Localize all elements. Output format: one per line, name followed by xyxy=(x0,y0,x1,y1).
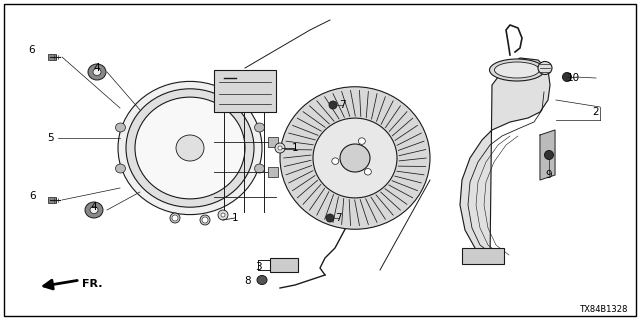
Ellipse shape xyxy=(90,206,98,213)
Text: 3: 3 xyxy=(255,262,261,272)
Text: 6: 6 xyxy=(29,191,36,201)
Ellipse shape xyxy=(115,164,125,173)
Circle shape xyxy=(275,143,285,153)
Text: 5: 5 xyxy=(47,133,53,143)
Text: 6: 6 xyxy=(29,45,35,55)
Text: 7: 7 xyxy=(335,213,341,223)
Ellipse shape xyxy=(126,89,254,207)
Bar xyxy=(214,70,276,112)
Bar xyxy=(48,54,56,60)
Text: 4: 4 xyxy=(91,202,97,212)
Text: 1: 1 xyxy=(232,213,238,223)
Circle shape xyxy=(202,217,208,223)
Polygon shape xyxy=(540,130,555,180)
Ellipse shape xyxy=(170,213,180,223)
Text: 8: 8 xyxy=(244,276,252,286)
Ellipse shape xyxy=(313,118,397,198)
Circle shape xyxy=(278,146,282,150)
Ellipse shape xyxy=(538,61,552,75)
Text: 4: 4 xyxy=(93,63,100,73)
Ellipse shape xyxy=(118,81,262,215)
Circle shape xyxy=(172,215,178,221)
Ellipse shape xyxy=(364,169,371,175)
Ellipse shape xyxy=(490,59,545,81)
Text: 2: 2 xyxy=(593,107,599,117)
Ellipse shape xyxy=(255,164,264,173)
Ellipse shape xyxy=(93,68,101,76)
Ellipse shape xyxy=(545,150,554,159)
Ellipse shape xyxy=(176,135,204,161)
Circle shape xyxy=(221,213,225,217)
Polygon shape xyxy=(460,58,550,260)
Ellipse shape xyxy=(495,62,540,78)
Ellipse shape xyxy=(280,87,430,229)
Ellipse shape xyxy=(88,64,106,80)
Text: TX84B1328: TX84B1328 xyxy=(580,305,628,314)
Text: 1: 1 xyxy=(292,143,298,153)
Circle shape xyxy=(218,210,228,220)
Ellipse shape xyxy=(255,123,264,132)
Ellipse shape xyxy=(332,158,339,164)
Ellipse shape xyxy=(200,215,210,225)
Ellipse shape xyxy=(358,138,365,144)
Bar xyxy=(462,248,504,264)
Ellipse shape xyxy=(257,276,267,284)
Ellipse shape xyxy=(135,97,245,199)
Bar xyxy=(270,258,298,272)
Ellipse shape xyxy=(340,144,370,172)
Circle shape xyxy=(329,101,337,109)
Bar xyxy=(48,197,56,203)
Text: 7: 7 xyxy=(339,100,346,110)
Ellipse shape xyxy=(85,202,103,218)
Circle shape xyxy=(326,214,334,222)
Bar xyxy=(268,167,278,177)
Text: 10: 10 xyxy=(566,73,580,83)
Ellipse shape xyxy=(115,123,125,132)
Text: FR.: FR. xyxy=(82,279,102,289)
Ellipse shape xyxy=(563,73,572,82)
Text: 9: 9 xyxy=(546,170,552,180)
Bar xyxy=(268,137,278,147)
